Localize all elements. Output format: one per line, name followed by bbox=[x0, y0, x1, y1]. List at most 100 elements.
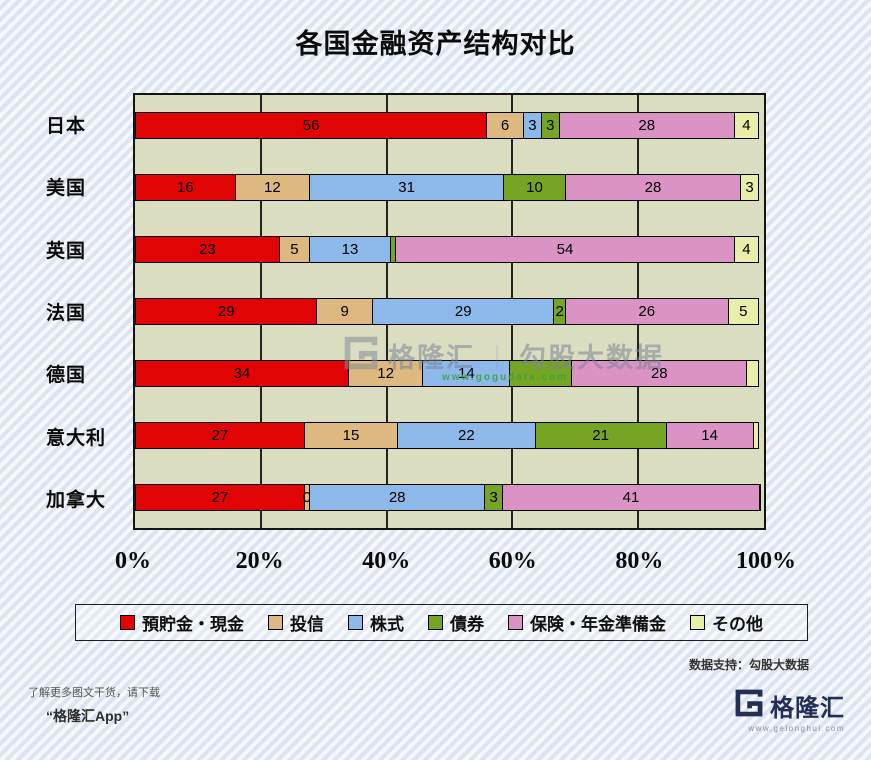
bar-segment: 27 bbox=[135, 483, 305, 511]
bar-segment: 22 bbox=[397, 421, 536, 449]
bar-segment: 4 bbox=[733, 236, 759, 264]
bar-segment: 56 bbox=[135, 112, 488, 140]
bar-segment-value: 21 bbox=[592, 426, 609, 444]
bar-segment-value: 28 bbox=[644, 179, 662, 197]
bar-track: 29 9 29 2 26 5 bbox=[135, 298, 764, 325]
bar-segment: 3 bbox=[522, 112, 542, 140]
bar-row: 27 0 28 3 41 bbox=[135, 466, 764, 528]
legend-label: 保険・年金準備金 bbox=[530, 615, 666, 634]
legend-item: 株式 bbox=[348, 610, 404, 635]
bar-row: 16 12 31 10 28 3 bbox=[135, 157, 764, 219]
bar-segment bbox=[509, 359, 573, 387]
bar-segment: 5 bbox=[727, 298, 759, 325]
bar-segment-value: 3 bbox=[745, 179, 754, 197]
legend-item: 債券 bbox=[428, 610, 484, 635]
legend-swatch bbox=[690, 615, 705, 630]
legend-label: 投信 bbox=[290, 615, 324, 634]
bar-track: 34 12 14 28 bbox=[135, 359, 764, 387]
bar-segment-value: 22 bbox=[458, 426, 475, 444]
country-label: 意大利 bbox=[46, 427, 107, 449]
legend-label: その他 bbox=[712, 615, 763, 634]
bar-segment: 10 bbox=[503, 174, 566, 202]
bar-segment: 6 bbox=[486, 112, 524, 140]
bar-segment-value: 13 bbox=[341, 241, 359, 259]
legend-swatch bbox=[348, 615, 363, 630]
bar-segment: 5 bbox=[278, 236, 311, 264]
bar-segment: 13 bbox=[309, 236, 391, 264]
legend-item: 保険・年金準備金 bbox=[508, 610, 666, 635]
bar-segment-value: 26 bbox=[638, 303, 656, 320]
plot-area: 56 6 3 3 28 4 16 12 31 10 28 3 23 5 13 54 4 29 9 29 2 26 5 34 12… bbox=[133, 93, 766, 530]
bar-track: 23 5 13 54 4 bbox=[135, 236, 764, 264]
bar-track: 27 15 22 21 14 bbox=[135, 421, 764, 449]
bar-segment-value: 16 bbox=[176, 179, 194, 197]
bar-segment-value: 2 bbox=[555, 303, 564, 320]
country-label: 德国 bbox=[46, 365, 87, 387]
bar-segment-value: 0 bbox=[302, 488, 312, 506]
bar-segment bbox=[758, 483, 761, 511]
legend-item: 預貯金・現金 bbox=[120, 610, 244, 635]
bar-segment: 3 bbox=[740, 174, 759, 202]
brand-logo-icon bbox=[735, 689, 763, 722]
x-tick-label: 100% bbox=[736, 548, 796, 574]
bar-segment: 41 bbox=[502, 483, 760, 511]
legend-label: 預貯金・現金 bbox=[142, 615, 244, 634]
bar-segment: 21 bbox=[534, 421, 667, 449]
bar-segment-value: 31 bbox=[398, 179, 415, 197]
bar-segment-value: 27 bbox=[211, 426, 229, 444]
bar-segment: 15 bbox=[303, 421, 399, 449]
legend-item: その他 bbox=[690, 610, 763, 635]
bar-segment-value: 12 bbox=[377, 364, 394, 382]
bar-segment-value: 4 bbox=[742, 117, 751, 135]
bar-track: 56 6 3 3 28 4 bbox=[135, 112, 764, 140]
bar-segment-value: 29 bbox=[217, 303, 235, 320]
bar-segment-value: 14 bbox=[458, 364, 475, 382]
bar-segment-value: 27 bbox=[211, 488, 229, 506]
bar-segment: 28 bbox=[558, 112, 735, 140]
bar-row: 23 5 13 54 4 bbox=[135, 219, 764, 281]
bar-segment: 3 bbox=[540, 112, 560, 140]
bar-segment-value: 3 bbox=[489, 488, 498, 506]
country-label: 法国 bbox=[46, 302, 87, 324]
data-support-note: 数据支持：勾股大数据 bbox=[688, 658, 809, 672]
bar-segment: 29 bbox=[135, 298, 318, 325]
bar-segment: 12 bbox=[234, 174, 311, 202]
bar-segment-value: 29 bbox=[454, 303, 472, 320]
bar-segment-value: 3 bbox=[528, 117, 537, 135]
bar-segment-value: 12 bbox=[264, 179, 281, 197]
x-tick-label: 80% bbox=[615, 548, 664, 574]
bar-segment-value: 34 bbox=[233, 364, 251, 382]
bar-segment-value: 54 bbox=[556, 241, 574, 259]
bar-segment-value: 10 bbox=[526, 179, 543, 197]
bar-segment: 29 bbox=[372, 298, 555, 325]
bar-segment: 4 bbox=[733, 112, 759, 140]
bar-segment: 54 bbox=[395, 236, 735, 264]
bar-row: 29 9 29 2 26 5 bbox=[135, 281, 764, 343]
legend-swatch bbox=[120, 615, 135, 630]
legend-swatch bbox=[268, 615, 283, 630]
bar-segment-value: 4 bbox=[742, 241, 751, 259]
bar-row: 56 6 3 3 28 4 bbox=[135, 95, 764, 157]
brand-url: www.gelonghui.com bbox=[748, 724, 845, 733]
bar-segment bbox=[752, 421, 759, 449]
bar-segment-value: 28 bbox=[650, 364, 668, 382]
country-label: 日本 bbox=[46, 115, 87, 137]
bar-segment: 14 bbox=[665, 421, 754, 449]
country-label: 英国 bbox=[46, 240, 87, 262]
bar-rows: 56 6 3 3 28 4 16 12 31 10 28 3 23 5 13 54 4 29 9 29 2 26 5 34 12… bbox=[135, 95, 764, 528]
bar-segment-value: 28 bbox=[638, 117, 656, 135]
bar-segment-value: 9 bbox=[340, 303, 349, 320]
bar-row: 34 12 14 28 bbox=[135, 342, 764, 404]
bar-segment-value: 3 bbox=[546, 117, 555, 135]
legend-item: 投信 bbox=[268, 610, 324, 635]
bar-segment-value: 6 bbox=[500, 117, 510, 135]
bar-segment-value: 23 bbox=[198, 241, 216, 259]
country-label: 美国 bbox=[46, 178, 87, 200]
bar-segment: 23 bbox=[135, 236, 280, 264]
bar-segment-value: 28 bbox=[388, 488, 406, 506]
x-tick-label: 0% bbox=[115, 548, 151, 574]
country-label: 加拿大 bbox=[46, 490, 107, 512]
x-tick-label: 20% bbox=[235, 548, 284, 574]
bar-segment-value: 41 bbox=[622, 488, 640, 506]
